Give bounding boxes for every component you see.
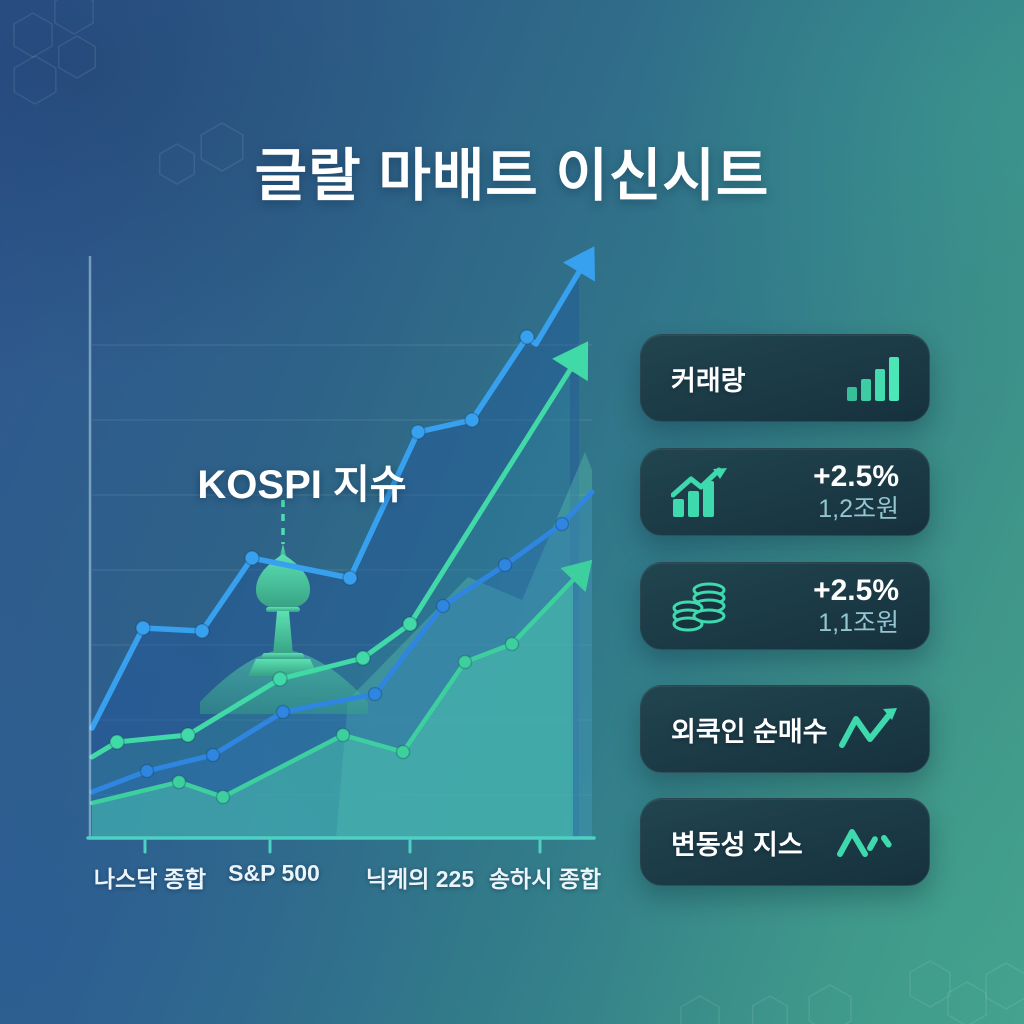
stat-card-foreign-net-buying: 외쿡인 순매수 [640, 685, 930, 773]
percent-change-value: +2.5% [813, 574, 899, 608]
bar-chart-icon [847, 357, 899, 401]
hexagon-decoration [808, 984, 852, 1024]
tower-ring-lower [262, 653, 304, 659]
card-label-volume: 커래랑 [671, 365, 746, 396]
card-values: +2.5% 1,1조원 [813, 574, 899, 637]
hexagon-decoration [947, 981, 987, 1024]
hexagon-decoration [58, 35, 96, 79]
tower-column [273, 611, 293, 655]
stat-card-volume: 커래랑 [640, 334, 930, 422]
stat-card-index-change-1: +2.5% 1,2조원 [640, 448, 930, 536]
hexagon-decoration [13, 12, 53, 58]
hexagon-decoration [200, 122, 244, 172]
coins-icon [672, 582, 726, 632]
stat-card-volatility: 변동성 지스 [640, 798, 930, 886]
x-axis-label-nasdaq: 나스닥 종합 [93, 866, 207, 892]
tower-ring [266, 607, 300, 612]
x-axis-label-nikkei: 닉케의 225 [365, 866, 475, 892]
hexagon-decoration [54, 0, 94, 35]
card-values: +2.5% 1,2조원 [813, 460, 899, 523]
hexagon-decoration [985, 962, 1024, 1010]
volatility-line-icon [837, 829, 894, 857]
card-label-foreign-net-buying: 외쿡인 순매수 [671, 716, 828, 747]
x-axis-label-sp500: S&P 500 [228, 860, 320, 886]
percent-change-value: +2.5% [813, 460, 899, 494]
card-label-volatility: 변동성 지스 [671, 829, 803, 860]
page-title: 글랄 마배트 이신시트 [254, 144, 770, 208]
hexagon-decoration [909, 960, 951, 1008]
hexagon-decoration [13, 55, 57, 105]
growth-chart-icon [671, 467, 727, 517]
trend-arrow-icon [839, 708, 897, 748]
hexagon-decoration [680, 995, 720, 1024]
amount-value: 1,1조원 [818, 608, 899, 637]
kospi-index-annotation: KOSPI 지슈 [197, 463, 407, 507]
x-axis-label-shanghai: 송하시 종합 [488, 866, 602, 892]
amount-value: 1,2조원 [818, 494, 899, 523]
hexagon-decoration [751, 995, 789, 1024]
stat-card-index-change-2: +2.5% 1,1조원 [640, 562, 930, 650]
hexagon-decoration [158, 143, 196, 185]
